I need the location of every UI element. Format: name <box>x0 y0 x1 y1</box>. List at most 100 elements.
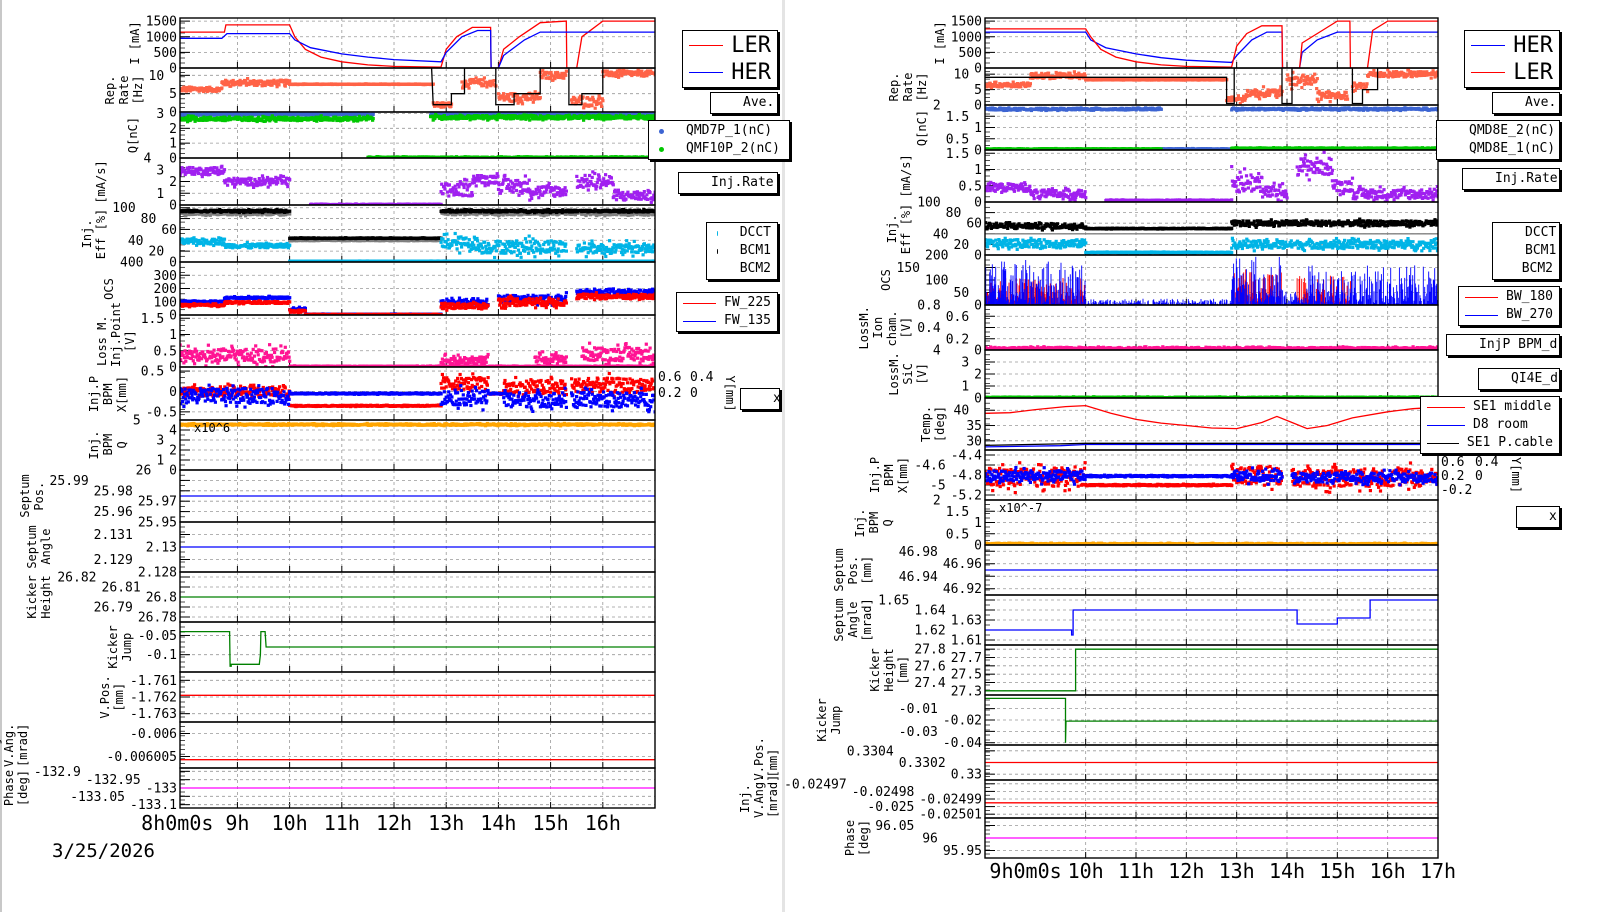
series-inj-rate-point <box>193 172 197 176</box>
series-ave--point <box>227 82 231 86</box>
series-ave--point <box>616 74 620 78</box>
series-inj-rate-point <box>183 172 187 177</box>
series-ave--point <box>531 93 535 97</box>
series-inj-rate-point <box>181 168 185 172</box>
series-ave--point <box>632 72 636 76</box>
series-inj-rate-point <box>180 166 184 170</box>
series-inj-rate-point <box>508 189 512 193</box>
series-dcct-point <box>197 238 201 243</box>
series-inj-rate-point <box>267 181 271 185</box>
series-ave--point <box>516 101 520 105</box>
series-inj-rate-point <box>268 183 272 187</box>
series-inj-rate-point <box>238 182 242 186</box>
series-inj-rate-point <box>489 174 493 178</box>
series-inj-rate-point <box>554 186 558 190</box>
series-ave--point <box>449 104 453 108</box>
series-ave--point <box>514 98 518 102</box>
series-inj-rate-point <box>507 186 511 191</box>
series-inj-rate-point <box>283 179 287 183</box>
series-inj-rate-point <box>210 167 214 171</box>
y-tick-label: 40 <box>128 234 144 249</box>
series-ave--point <box>217 88 221 92</box>
series-ave--point <box>272 78 276 82</box>
series-ave--point <box>481 78 485 82</box>
series-inj-rate-point <box>286 185 290 189</box>
series-inj-rate-point <box>520 191 524 195</box>
series-inj-rate-point <box>537 196 541 200</box>
series-her-line <box>180 29 655 68</box>
series-ave--point <box>447 101 451 105</box>
series-ave--point <box>205 89 209 94</box>
series-inj-rate-point <box>529 193 533 197</box>
series-qmf10p-2-nc--point <box>248 118 252 122</box>
series-bcm2-point <box>528 212 532 216</box>
series-inj-rate-point <box>471 178 475 182</box>
series-inj-rate-point <box>470 191 474 195</box>
series-inj-rate-point <box>265 175 270 180</box>
series-qmf10p-2-nc--point <box>336 118 340 122</box>
series-inj-rate-point <box>473 176 477 181</box>
series-qmf10p-2-nc--point <box>524 117 528 121</box>
series-dcct-point <box>189 239 194 243</box>
series-ave--point <box>578 98 582 102</box>
series-ave--point <box>550 73 554 77</box>
series-qmf10p-2-nc--point <box>521 116 525 120</box>
series-qmf10p-2-nc--point <box>523 115 527 119</box>
series-ave--point <box>282 79 286 83</box>
series-qmf10p-2-nc--point <box>208 118 212 122</box>
series-ave--point <box>545 70 549 74</box>
series-inj-rate-point <box>453 184 457 188</box>
series-qmf10p-2-nc--point <box>647 117 651 121</box>
series-inj-rate-point <box>495 172 499 176</box>
series-qmf10p-2-nc--point <box>322 118 326 122</box>
y-tick-label: 3 <box>156 107 164 122</box>
series-ave--point <box>615 69 619 73</box>
series-qmf10p-2-nc--point <box>350 116 355 120</box>
series-ave--point <box>621 72 625 76</box>
series-inj-rate-point <box>284 176 289 180</box>
series-ave--point <box>614 74 618 78</box>
series-inj-rate-point <box>465 188 469 192</box>
series-ave--point <box>595 100 599 104</box>
series-inj-rate-point <box>477 178 481 182</box>
y-tick-label: 5 <box>169 87 177 102</box>
series-ave--point <box>515 94 520 98</box>
y-tick-label: 1 <box>169 137 177 152</box>
series-inj-rate-point <box>586 181 590 185</box>
series-ave--point <box>526 97 530 101</box>
series-bcm2-point <box>603 214 607 218</box>
series-ave--point <box>238 78 242 82</box>
series-inj-rate-point <box>207 168 211 172</box>
series-ave--point <box>643 73 647 77</box>
series-inj-rate-point <box>512 186 516 190</box>
series-ave--point <box>551 78 555 82</box>
series-inj-rate-point <box>541 193 545 197</box>
series-ave--point <box>498 97 502 101</box>
series-qmf10p-2-nc--point <box>291 115 295 120</box>
series-dcct-point <box>181 237 185 242</box>
series-inj-rate-point <box>606 179 610 183</box>
series-qmf10p-2-nc--point <box>442 114 446 118</box>
series-ave--point <box>244 83 248 87</box>
series-ave--point <box>639 72 643 76</box>
series-inj-rate-point <box>594 187 598 191</box>
series-inj-rate-point <box>523 180 527 184</box>
series-bcm2-point <box>244 214 248 218</box>
series-qmf10p-2-nc--point <box>646 114 650 118</box>
series-ave--point <box>618 72 622 76</box>
series-qmf10p-2-nc--point <box>531 114 536 118</box>
series-ave--point <box>188 85 192 89</box>
series-inj-rate-point <box>204 167 208 171</box>
series-inj-rate-point <box>587 184 591 188</box>
series-inj-rate-point <box>465 178 469 182</box>
series-bcm2-point <box>491 212 495 216</box>
series-bcm1-point <box>218 207 222 212</box>
series-bcm1-point <box>447 207 451 212</box>
series-inj-rate-point <box>470 193 474 197</box>
window-border <box>0 0 2 912</box>
series-ave--point <box>645 74 649 78</box>
series-inj-rate-point <box>254 179 258 184</box>
series-inj-rate-point <box>653 190 655 194</box>
series-qmf10p-2-nc--point <box>485 114 489 118</box>
series-ave--point <box>514 94 518 98</box>
